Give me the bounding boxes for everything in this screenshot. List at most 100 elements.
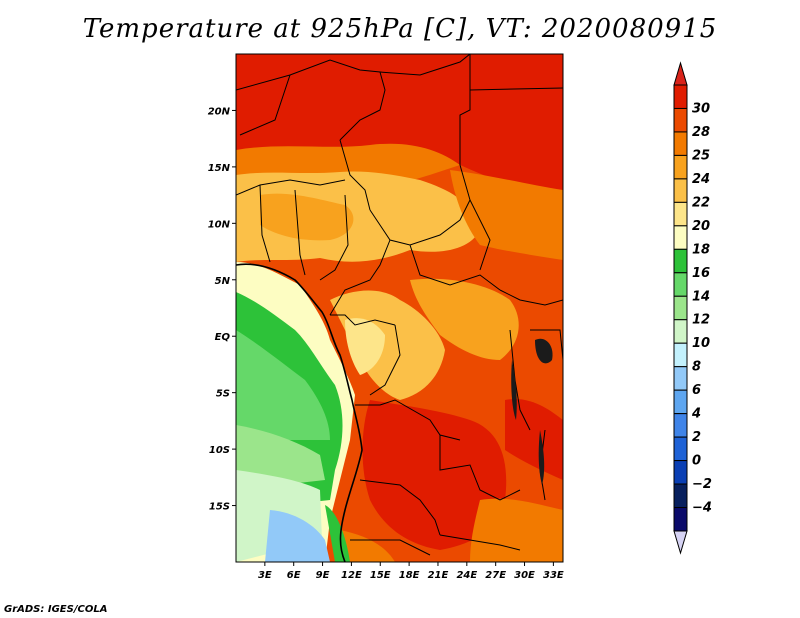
border-namibia	[350, 539, 431, 556]
lat-tick-label: 5N	[215, 276, 231, 287]
colorbar-swatch	[673, 319, 688, 344]
colorbar-label: 22	[692, 195, 710, 210]
border-kenya	[530, 329, 563, 361]
border-nigeria	[319, 194, 349, 281]
lake-victoria	[535, 338, 553, 364]
ocean-blue	[265, 510, 330, 562]
colorbar-swatch	[673, 413, 688, 438]
colorbar-swatch	[673, 178, 688, 203]
coastline	[236, 263, 363, 562]
plateau-warm	[236, 171, 480, 262]
plateau-mid	[260, 193, 354, 241]
southwest-warm	[340, 530, 395, 562]
colorbar-label: 4	[691, 407, 701, 422]
congo-warm	[330, 290, 445, 400]
temperature-field	[236, 54, 563, 562]
credit-text: GrADS: IGES/COLA	[4, 604, 108, 615]
colorbar-label: 12	[692, 313, 710, 328]
colorbar-label: 6	[692, 383, 701, 398]
border-niger	[339, 139, 371, 211]
border-gabon	[330, 314, 396, 326]
border-north-4	[239, 74, 291, 136]
lon-tick-label: 24E	[456, 570, 477, 581]
south-hot	[362, 400, 507, 550]
border-north-3	[459, 54, 471, 165]
colorbar-swatch	[673, 483, 688, 509]
border-drc-south	[355, 399, 461, 441]
border-north-2	[379, 54, 471, 76]
lon-tick-label: 33E	[543, 570, 564, 581]
colorbar-label: 16	[692, 266, 710, 281]
congo-mild	[345, 318, 385, 375]
colorbar-label: −2	[692, 477, 712, 492]
lon-tick-label: 27E	[485, 570, 506, 581]
colorbar-swatch	[673, 295, 688, 321]
lat-tick-label: 10N	[208, 219, 231, 230]
colorbar-label: 20	[692, 219, 710, 234]
colorbar-label: 24	[692, 172, 710, 187]
colorbar-swatch	[673, 342, 688, 368]
border-togo	[294, 189, 306, 276]
border-zambia	[439, 435, 521, 501]
lat-tick-label: 10S	[209, 445, 230, 456]
lat-tick-label: 15N	[208, 163, 231, 174]
colorbar-swatch	[673, 225, 688, 250]
colorbar-swatch	[673, 507, 688, 532]
colorbar-swatch	[673, 84, 688, 109]
colorbar-label: 2	[692, 430, 701, 445]
border-angola-south	[359, 479, 441, 536]
colorbar-swatch	[673, 460, 688, 485]
lon-tick-label: 21E	[428, 570, 449, 581]
colorbar-swatch	[673, 366, 688, 391]
border-egypt	[469, 87, 563, 91]
colorbar-swatch	[673, 272, 688, 297]
lon-tick-label: 9E	[316, 570, 330, 581]
colorbar-swatch	[673, 107, 688, 133]
east-hot	[505, 399, 563, 480]
lakes	[511, 338, 553, 485]
colorbar-swatch	[673, 248, 688, 274]
lon-tick-label: 15E	[370, 570, 391, 581]
colorbar-label: 30	[692, 101, 710, 116]
latitude-axis: 20N 15N 10N 5N EQ 5S 10S 15S	[208, 106, 236, 513]
lon-tick-label: 18E	[399, 570, 420, 581]
border-cameroon	[329, 239, 391, 316]
coast-strip	[325, 505, 350, 562]
colorbar-label: 8	[692, 360, 701, 375]
lat-tick-label: 5S	[216, 389, 230, 400]
colorbar-label: −4	[692, 501, 712, 516]
border-botswana	[439, 534, 521, 551]
southeast-warm	[470, 498, 563, 562]
lon-tick-label: 12E	[341, 570, 362, 581]
longitude-axis: 3E 6E 9E 12E 15E 18E 21E 24E 27E 30E 33E	[258, 562, 564, 581]
lat-tick-label: 15S	[209, 502, 230, 513]
border-chad-1	[369, 199, 471, 246]
country-borders	[236, 54, 563, 556]
colorbar-label: 28	[692, 125, 710, 140]
colorbar-top-arrow	[673, 61, 688, 86]
border-congo	[369, 324, 401, 396]
lat-tick-label: EQ	[215, 332, 231, 343]
west-coast	[236, 263, 363, 562]
border-lakes	[509, 329, 531, 431]
border-car	[409, 244, 501, 291]
colorbar-bottom-arrow	[673, 530, 688, 555]
lake-tanganyika	[511, 360, 517, 420]
map-frame	[235, 53, 564, 563]
colorbar-swatch	[673, 154, 688, 180]
colorbar-swatch	[673, 131, 688, 156]
colorbar-label: 10	[692, 336, 710, 351]
east-sahel	[450, 170, 563, 260]
border-south-sudan	[499, 289, 563, 306]
colorbar-swatch	[673, 436, 688, 462]
colorbar-label: 18	[692, 242, 710, 257]
central-warm	[410, 278, 519, 360]
lon-tick-label: 6E	[287, 570, 301, 581]
colorbar-label: 0	[692, 454, 701, 469]
colorbar-label: 14	[692, 289, 710, 304]
lon-tick-label: 30E	[514, 570, 535, 581]
ocean-green-b	[236, 330, 330, 440]
colorbar-label: 25	[692, 148, 710, 163]
chart-title: Temperature at 925hPa [C], VT: 202008091…	[82, 14, 718, 44]
